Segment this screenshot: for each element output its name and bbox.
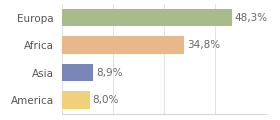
Text: 8,9%: 8,9% [96, 68, 122, 78]
Text: 48,3%: 48,3% [235, 13, 268, 23]
Bar [62, 64, 93, 81]
Bar [62, 9, 232, 27]
Text: 34,8%: 34,8% [187, 40, 220, 50]
Bar [62, 36, 184, 54]
Bar [62, 91, 90, 109]
Text: 8,0%: 8,0% [93, 95, 119, 105]
